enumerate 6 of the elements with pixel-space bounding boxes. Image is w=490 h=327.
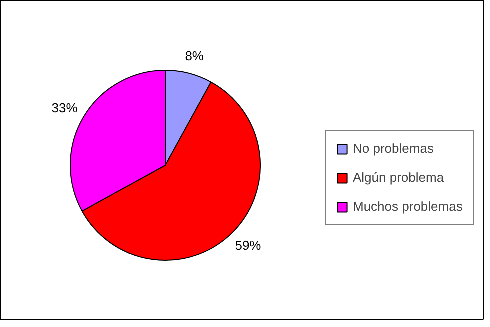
data-label: 33%	[52, 100, 78, 116]
data-label: 59%	[235, 238, 262, 253]
legend-label: Algún problema	[353, 170, 444, 185]
data-label: 8%	[185, 48, 204, 64]
legend-label: No problemas	[353, 141, 434, 156]
legend-label: Muchos problemas	[353, 199, 463, 214]
